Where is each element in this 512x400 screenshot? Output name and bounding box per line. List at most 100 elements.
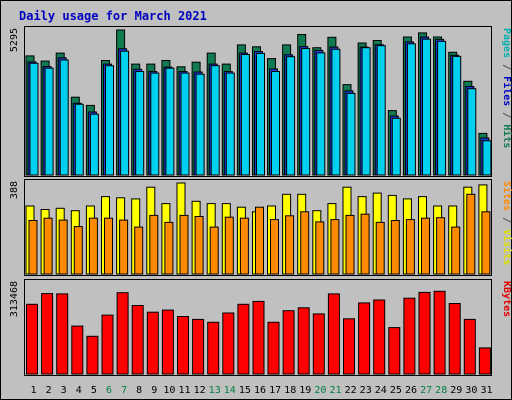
bar-kbytes-day-30: KBytes 30: 188000 bbox=[463, 318, 476, 375]
bar-sites-day-20: Sites 20: 222 bbox=[315, 221, 325, 275]
bar-kbytes-day-19: KBytes 19: 228000 bbox=[297, 307, 310, 375]
panel-top: Hits 1: 4350Hits 2: 4160Hits 3: 4450Hits… bbox=[9, 26, 512, 177]
bar-pages-day-10: Pages 10: 3900 bbox=[165, 67, 175, 176]
bar-kbytes-day-14: KBytes 14: 210000 bbox=[222, 312, 235, 375]
bar-sites-day-13: Sites 13: 200 bbox=[209, 226, 219, 275]
x-label-day-25: 25 bbox=[390, 385, 402, 396]
bar-pages-day-31: Pages 31: 1250 bbox=[482, 140, 492, 176]
bar-kbytes-day-29: KBytes 29: 243000 bbox=[448, 303, 461, 375]
bar-pages-day-18: Pages 18: 4320 bbox=[286, 56, 296, 176]
x-label-day-9: 9 bbox=[151, 385, 157, 396]
bar-pages-day-13: Pages 13: 3990 bbox=[210, 65, 220, 176]
bar-sites-day-6: Sites 6: 238 bbox=[104, 217, 113, 275]
bar-sites-day-12: Sites 12: 245 bbox=[194, 216, 204, 275]
bar-sites-day-5: Sites 5: 238 bbox=[88, 217, 98, 275]
bar-kbytes-day-16: KBytes 16: 250000 bbox=[252, 300, 265, 375]
bar-pages-day-21: Pages 21: 4590 bbox=[331, 48, 341, 176]
bar-pages-day-27: Pages 27: 4960 bbox=[422, 38, 431, 176]
bar-kbytes-day-28: KBytes 28: 285000 bbox=[433, 290, 446, 375]
bar-kbytes-day-20: KBytes 20: 207000 bbox=[312, 313, 325, 375]
bar-kbytes-day-13: KBytes 13: 178000 bbox=[207, 321, 220, 375]
bar-kbytes-day-15: KBytes 15: 240000 bbox=[237, 303, 250, 375]
x-label-day-4: 4 bbox=[76, 385, 82, 396]
x-label-day-12: 12 bbox=[194, 385, 206, 396]
legend-item-top-1: / bbox=[501, 58, 512, 76]
bar-pages-day-29: Pages 29: 4330 bbox=[452, 55, 462, 176]
x-label-day-10: 10 bbox=[163, 385, 175, 396]
bar-kbytes-day-17: KBytes 17: 178000 bbox=[267, 321, 280, 375]
bar-kbytes-day-23: KBytes 23: 245000 bbox=[358, 302, 371, 375]
x-label-day-3: 3 bbox=[61, 385, 67, 396]
bar-sites-day-19: Sites 19: 265 bbox=[300, 211, 310, 275]
legend-item-bottom-0: KBytes bbox=[501, 281, 512, 317]
legend-top: Pages / Files / Hits bbox=[501, 28, 512, 148]
x-label-day-16: 16 bbox=[254, 385, 266, 396]
bar-pages-day-20: Pages 20: 4460 bbox=[316, 52, 326, 176]
x-label-day-5: 5 bbox=[91, 385, 97, 396]
legend-item-middle-2: Visits bbox=[501, 229, 512, 265]
max-label-bottom: 313468 bbox=[9, 281, 20, 317]
max-label-middle: 388 bbox=[9, 181, 20, 199]
legend-item-top-0: Pages bbox=[501, 28, 512, 58]
bar-kbytes-day-10: KBytes 10: 220000 bbox=[161, 309, 174, 375]
x-label-day-22: 22 bbox=[345, 385, 357, 396]
max-label-top: 5295 bbox=[9, 28, 20, 52]
x-label-day-21: 21 bbox=[329, 385, 341, 396]
bar-kbytes-day-1: KBytes 1: 240000 bbox=[26, 303, 38, 375]
bar-pages-day-15: Pages 15: 4400 bbox=[240, 54, 250, 176]
bar-pages-day-25: Pages 25: 2070 bbox=[391, 117, 401, 176]
bar-sites-day-10: Sites 10: 220 bbox=[164, 221, 174, 275]
bar-kbytes-day-22: KBytes 22: 190000 bbox=[343, 318, 355, 375]
bar-sites-day-4: Sites 4: 202 bbox=[73, 226, 83, 275]
bar-kbytes-day-18: KBytes 18: 218000 bbox=[282, 310, 295, 375]
bar-kbytes-day-9: KBytes 9: 213000 bbox=[146, 311, 159, 375]
bar-kbytes-day-25: KBytes 25: 160000 bbox=[388, 327, 401, 375]
bar-sites-day-17: Sites 17: 232 bbox=[270, 219, 279, 275]
x-label-day-2: 2 bbox=[46, 385, 52, 396]
bar-sites-day-30: Sites 30: 340 bbox=[466, 193, 476, 275]
bar-sites-day-9: Sites 9: 250 bbox=[149, 214, 159, 275]
bar-sites-day-2: Sites 2: 238 bbox=[43, 217, 53, 275]
bar-pages-day-8: Pages 8: 3780 bbox=[135, 71, 145, 176]
x-label-day-7: 7 bbox=[121, 385, 127, 396]
x-label-day-29: 29 bbox=[450, 385, 462, 396]
bar-sites-day-15: Sites 15: 238 bbox=[239, 217, 249, 275]
bar-pages-day-5: Pages 5: 2220 bbox=[89, 113, 99, 176]
legend-item-middle-0: Sites bbox=[501, 181, 512, 211]
x-label-day-31: 31 bbox=[480, 385, 492, 396]
bar-pages-day-14: Pages 14: 3720 bbox=[225, 72, 235, 176]
bar-kbytes-day-12: KBytes 12: 188000 bbox=[192, 318, 205, 375]
bar-pages-day-11: Pages 11: 3720 bbox=[180, 72, 190, 176]
x-label-day-19: 19 bbox=[299, 385, 311, 396]
bar-pages-day-19: Pages 19: 4620 bbox=[301, 48, 311, 176]
bar-pages-day-7: Pages 7: 4520 bbox=[120, 50, 130, 176]
series-sites: Sites 1: 228 Sites 2: 238 Sites 3: 230 Site… bbox=[28, 193, 491, 275]
bar-sites-day-25: Sites 25: 228 bbox=[390, 220, 400, 275]
bar-kbytes-day-6: KBytes 6: 203000 bbox=[101, 314, 114, 375]
bar-pages-day-4: Pages 4: 2580 bbox=[74, 103, 84, 176]
x-label-day-13: 13 bbox=[209, 385, 221, 396]
bar-sites-day-18: Sites 18: 248 bbox=[285, 215, 295, 275]
x-label-day-15: 15 bbox=[239, 385, 251, 396]
bar-pages-day-6: Pages 6: 3990 bbox=[105, 65, 114, 176]
bar-kbytes-day-3: KBytes 3: 276000 bbox=[56, 293, 69, 375]
x-label-day-23: 23 bbox=[360, 385, 372, 396]
x-label-day-17: 17 bbox=[269, 385, 281, 396]
bar-kbytes-day-21: KBytes 21: 276000 bbox=[327, 293, 340, 375]
bar-sites-day-11: Sites 11: 250 bbox=[179, 214, 189, 275]
bar-kbytes-day-11: KBytes 11: 198000 bbox=[177, 316, 189, 375]
bar-sites-day-7: Sites 7: 230 bbox=[119, 219, 129, 275]
bar-sites-day-27: Sites 27: 238 bbox=[421, 217, 430, 275]
bar-pages-day-2: Pages 2: 3900 bbox=[44, 67, 54, 176]
x-axis-labels: 1 2 3 4 5 6 7 8 9 10 11 12 13 14 15 16 17 18 19 20 21 22 23 24 2… bbox=[30, 385, 492, 396]
bar-sites-day-28: Sites 28: 240 bbox=[436, 217, 446, 275]
bar-kbytes-day-5: KBytes 5: 130000 bbox=[86, 335, 99, 375]
panels-group: Hits 1: 4350Hits 2: 4160Hits 3: 4450Hits… bbox=[9, 26, 512, 376]
x-label-day-8: 8 bbox=[136, 385, 142, 396]
bar-kbytes-day-2: KBytes 2: 277000 bbox=[41, 293, 54, 375]
panel-bottom: KBytes 1: 240000KBytes 2: 277000KBytes 3… bbox=[9, 279, 512, 376]
series-kbytes: KBytes 1: 240000KBytes 2: 277000KBytes 3… bbox=[26, 290, 491, 375]
bar-pages-day-1: Pages 1: 4080 bbox=[29, 62, 39, 176]
bar-pages-day-16: Pages 16: 4440 bbox=[256, 52, 265, 176]
